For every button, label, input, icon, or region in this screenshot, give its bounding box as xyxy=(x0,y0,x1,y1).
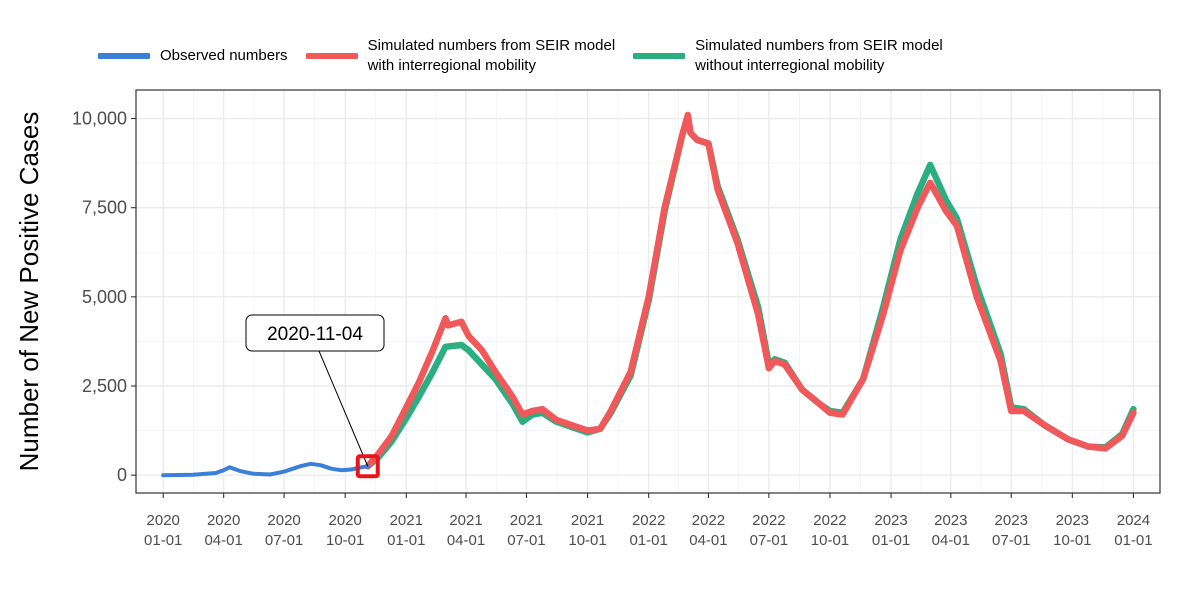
panel-border xyxy=(135,89,1161,494)
series-lines xyxy=(161,111,1137,478)
annotation: 2020-11-04 xyxy=(245,314,385,479)
y-axis-label: Number of New Positive Cases xyxy=(14,112,44,472)
x-tick-label-date: 04-01 xyxy=(204,532,242,549)
legend-label-observed: Observed numbers xyxy=(160,47,288,64)
x-tick-label-date: 04-01 xyxy=(447,532,485,549)
y-tick-label: 2,500 xyxy=(82,376,127,396)
x-tick-label-year: 2022 xyxy=(813,512,846,529)
x-tick-label-date: 01-01 xyxy=(629,532,667,549)
x-tick-label-date: 10-01 xyxy=(1053,532,1091,549)
x-tick-label-date: 07-01 xyxy=(507,532,545,549)
x-tick-label-date: 10-01 xyxy=(568,532,606,549)
x-tick-label-year: 2020 xyxy=(147,512,180,529)
y-tick-label: 7,500 xyxy=(82,198,127,218)
x-tick-label-year: 2021 xyxy=(571,512,604,529)
legend-item-without-mobility: Simulated numbers from SEIR model withou… xyxy=(633,36,943,76)
x-tick-label-year: 2024 xyxy=(1117,512,1150,529)
y-axis: 0 2,500 5,000 7,500 10,000 xyxy=(72,109,136,485)
y-tick-label: 10,000 xyxy=(72,109,127,129)
y-tick-label: 0 xyxy=(117,465,127,485)
x-tick-label-date: 01-01 xyxy=(387,532,425,549)
x-tick-label-year: 2020 xyxy=(328,512,361,529)
x-tick-label-date: 04-01 xyxy=(932,532,970,549)
x-tick-label-date: 07-01 xyxy=(750,532,788,549)
x-tick-label-year: 2022 xyxy=(752,512,785,529)
legend-label-with-mobility: Simulated numbers from SEIR model with i… xyxy=(367,37,616,74)
series-line-with-mobility xyxy=(364,111,1137,470)
x-axis: 2020 01-01 2020 04-01 2020 07-01 2020 10-01 2021… xyxy=(144,493,1153,549)
x-tick-label-year: 2021 xyxy=(390,512,423,529)
annotation-highlight-box xyxy=(355,454,380,479)
x-tick-label-year: 2022 xyxy=(632,512,665,529)
x-tick-label-year: 2021 xyxy=(449,512,482,529)
x-tick-label-year: 2023 xyxy=(934,512,967,529)
legend-key-with-mobility xyxy=(305,53,358,59)
x-tick-label-date: 01-01 xyxy=(872,532,910,549)
x-tick-label-year: 2023 xyxy=(995,512,1028,529)
x-tick-label-year: 2023 xyxy=(1056,512,1089,529)
annotation-leader-line xyxy=(318,350,369,467)
legend-key-without-mobility xyxy=(633,53,686,59)
legend-label-without-mobility: Simulated numbers from SEIR model withou… xyxy=(695,37,943,74)
x-tick-label-year: 2022 xyxy=(692,512,725,529)
x-tick-label-date: 10-01 xyxy=(811,532,849,549)
y-tick-label: 5,000 xyxy=(82,287,127,307)
annotation-label: 2020-11-04 xyxy=(267,324,363,345)
series-line-observed xyxy=(161,461,370,478)
x-tick-label-year: 2020 xyxy=(267,512,300,529)
x-tick-label-date: 07-01 xyxy=(265,532,303,549)
legend: Observed numbers Simulated numbers from … xyxy=(98,36,961,76)
x-tick-label-year: 2021 xyxy=(510,512,543,529)
x-tick-label-date: 01-01 xyxy=(144,532,182,549)
legend-key-observed xyxy=(98,53,150,59)
x-tick-label-year: 2020 xyxy=(207,512,240,529)
x-tick-label-year: 2023 xyxy=(874,512,907,529)
x-tick-label-date: 07-01 xyxy=(992,532,1030,549)
annotation-label-box xyxy=(245,314,385,352)
legend-item-with-mobility: Simulated numbers from SEIR model with i… xyxy=(305,36,616,76)
x-tick-label-date: 10-01 xyxy=(326,532,364,549)
legend-item-observed: Observed numbers xyxy=(98,46,288,66)
x-tick-label-date: 01-01 xyxy=(1114,532,1152,549)
x-tick-label-date: 04-01 xyxy=(689,532,727,549)
